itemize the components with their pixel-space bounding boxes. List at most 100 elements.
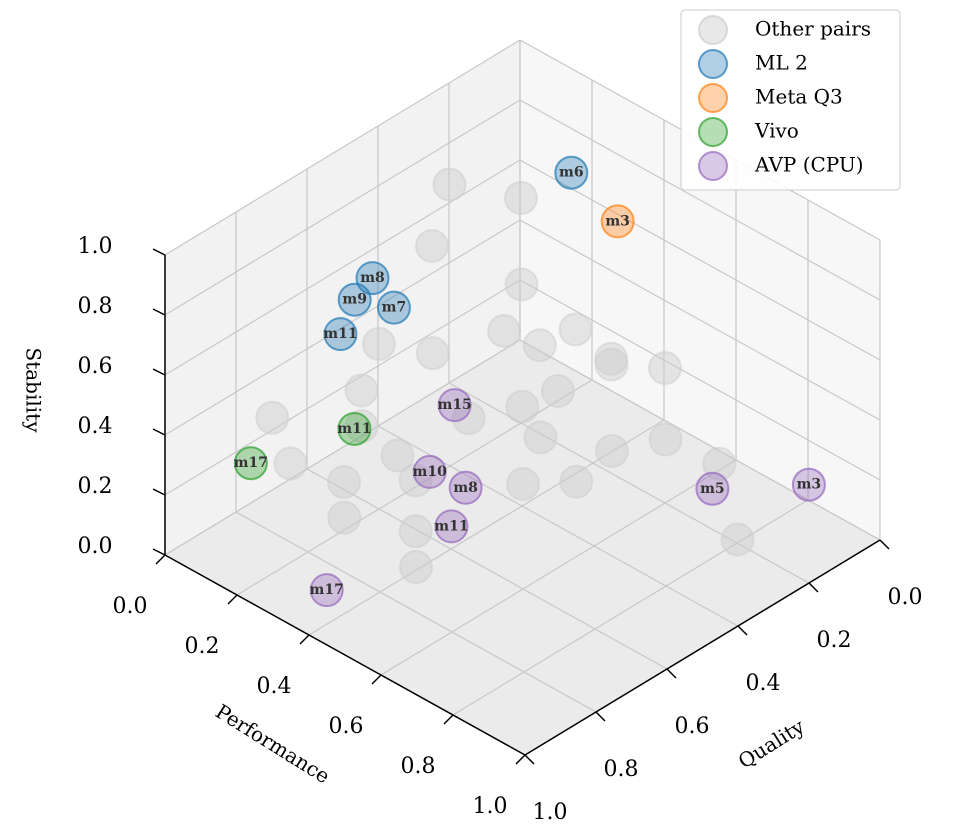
y-tick bbox=[595, 711, 606, 722]
x-tick bbox=[299, 634, 310, 645]
point bbox=[399, 550, 433, 584]
panes bbox=[165, 40, 880, 755]
y-tick bbox=[524, 754, 535, 765]
grid-line bbox=[164, 39, 521, 256]
grid-line bbox=[452, 499, 809, 716]
legend-box bbox=[680, 9, 901, 191]
z-tick-label: 0.4 bbox=[78, 414, 113, 439]
point-label: m11 bbox=[337, 421, 371, 437]
z-tick bbox=[152, 368, 166, 376]
point bbox=[323, 317, 358, 352]
grid-line bbox=[519, 159, 881, 361]
y-tick-label: 0.0 bbox=[888, 585, 923, 610]
z-tick bbox=[152, 488, 166, 496]
point-label: m3 bbox=[605, 213, 630, 229]
point-label: m10 bbox=[413, 464, 448, 480]
x-tick-label: 1.0 bbox=[473, 794, 508, 819]
legend-label: Vivo bbox=[754, 119, 799, 143]
point-label: m7 bbox=[382, 300, 407, 316]
point bbox=[522, 328, 557, 363]
point bbox=[309, 573, 344, 608]
z-tick-label: 0.0 bbox=[78, 534, 113, 559]
point bbox=[327, 500, 362, 535]
legend-marker bbox=[698, 117, 728, 147]
point-label: m6 bbox=[559, 165, 584, 181]
point bbox=[273, 446, 308, 481]
point bbox=[412, 454, 447, 489]
point-label: m15 bbox=[438, 397, 472, 413]
point bbox=[702, 446, 737, 481]
grid-line bbox=[519, 219, 881, 421]
points: m6 m8 m9 m7 m11 m3 m11 m17 m15 m10 m8 m11 m17 m5 m3 bbox=[234, 155, 826, 608]
x-axis-line bbox=[164, 554, 526, 756]
z-tick bbox=[152, 548, 166, 556]
x-tick bbox=[443, 714, 454, 725]
point-label: m17 bbox=[310, 582, 344, 598]
point-label: m17 bbox=[234, 455, 268, 471]
z-tick bbox=[152, 428, 166, 436]
y-tick-label: 0.6 bbox=[675, 714, 710, 739]
x-tick-label: 0.2 bbox=[185, 634, 220, 659]
point bbox=[415, 336, 450, 371]
floor-pane bbox=[165, 340, 880, 755]
grid-line bbox=[519, 99, 881, 301]
x-tick bbox=[371, 674, 382, 685]
point bbox=[695, 471, 730, 506]
x-tick bbox=[227, 594, 238, 605]
grid-line bbox=[164, 279, 521, 496]
grid-line bbox=[519, 339, 881, 541]
point bbox=[255, 400, 290, 435]
point bbox=[648, 422, 683, 457]
point-label: m3 bbox=[797, 477, 822, 493]
point-label: m11 bbox=[323, 326, 357, 342]
x-tick bbox=[515, 754, 526, 765]
grid-line bbox=[235, 511, 597, 713]
point bbox=[344, 373, 379, 408]
legend-marker bbox=[698, 151, 728, 181]
point bbox=[648, 351, 682, 385]
x-tick-label: 0.6 bbox=[329, 714, 364, 739]
grid-line bbox=[164, 99, 521, 316]
grid-line bbox=[164, 339, 521, 556]
legend-label: Other pairs bbox=[755, 17, 871, 41]
z-tick bbox=[152, 248, 166, 256]
y-tick bbox=[879, 539, 890, 550]
z-tick-label: 1.0 bbox=[78, 234, 113, 259]
y-tick bbox=[808, 582, 819, 593]
x-axis-label: Performance bbox=[211, 699, 334, 788]
point bbox=[558, 312, 593, 347]
y-tick-label: 0.8 bbox=[604, 757, 639, 782]
y-tick-label: 0.2 bbox=[817, 628, 852, 653]
z-tick-label: 0.6 bbox=[78, 354, 113, 379]
grid-line bbox=[236, 379, 593, 596]
point bbox=[595, 434, 629, 468]
legend-marker bbox=[698, 15, 728, 45]
grid-line bbox=[306, 468, 668, 670]
point bbox=[504, 267, 539, 302]
point-label: m5 bbox=[700, 481, 725, 497]
legend-label: AVP (CPU) bbox=[754, 153, 864, 177]
y-axis-line bbox=[524, 539, 881, 756]
y-tick-label: 0.4 bbox=[746, 671, 781, 696]
legend-label: Meta Q3 bbox=[755, 85, 843, 109]
point bbox=[720, 522, 755, 557]
legend-marker bbox=[698, 49, 728, 79]
point bbox=[506, 467, 540, 501]
grid-line bbox=[308, 419, 665, 636]
point bbox=[523, 420, 558, 455]
point bbox=[432, 167, 467, 202]
legend: Other pairs ML 2 Meta Q3 Vivo AVP (CPU) bbox=[680, 9, 901, 191]
y-tick bbox=[737, 625, 748, 636]
x-tick bbox=[155, 554, 166, 565]
point bbox=[451, 401, 486, 436]
point bbox=[380, 438, 415, 473]
legend-label: ML 2 bbox=[755, 51, 808, 75]
point bbox=[415, 229, 449, 263]
grid-line bbox=[380, 459, 737, 676]
z-tick bbox=[152, 308, 166, 316]
x-tick-label: 0.4 bbox=[257, 674, 292, 699]
point bbox=[505, 389, 540, 424]
legend-marker bbox=[698, 83, 728, 113]
point bbox=[559, 464, 594, 499]
